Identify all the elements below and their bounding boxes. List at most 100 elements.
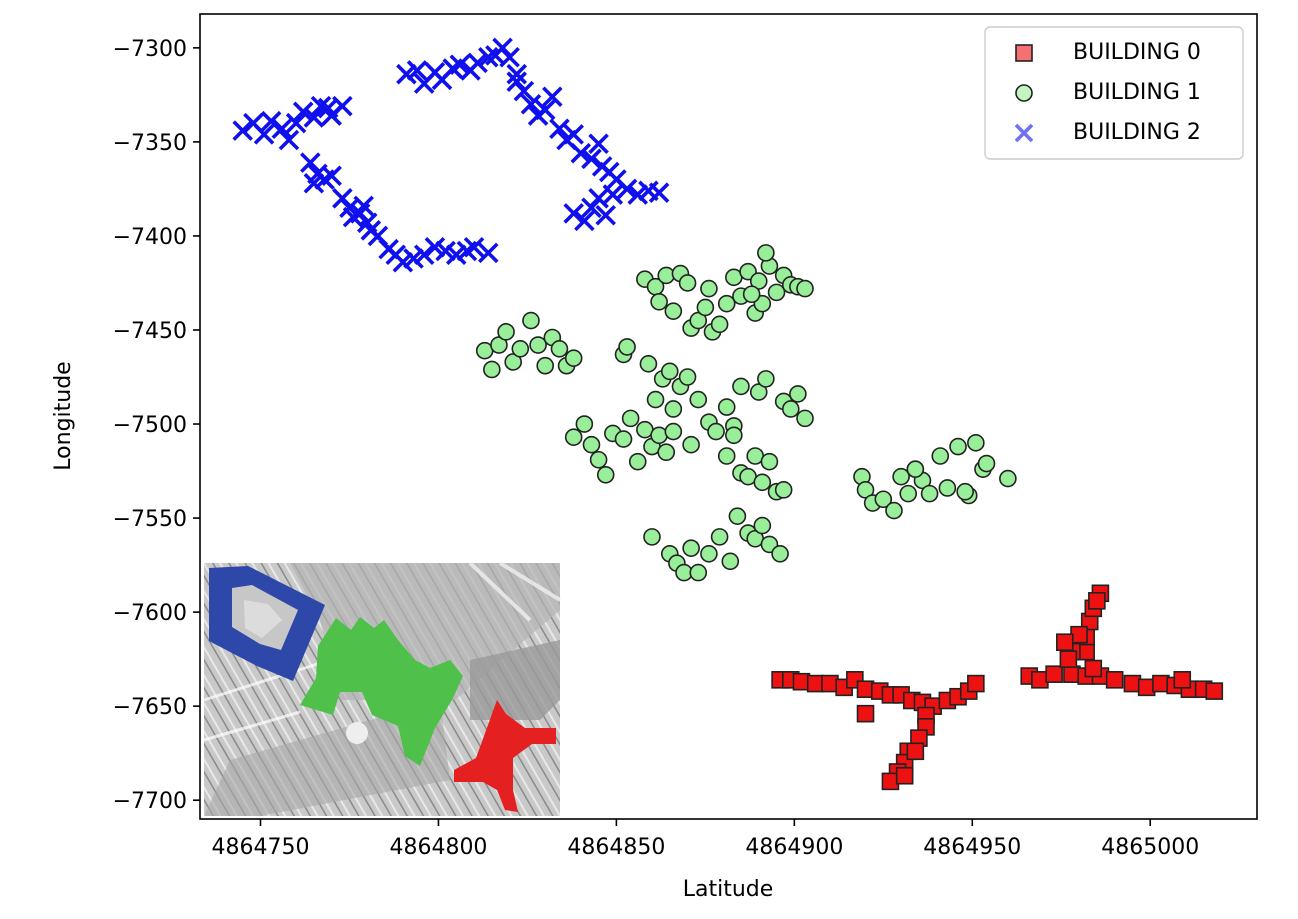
data-point — [717, 294, 736, 313]
legend-marker — [1015, 44, 1033, 62]
data-point — [689, 390, 708, 409]
data-point — [664, 302, 683, 320]
y-tick-label: −7450 — [113, 319, 187, 344]
data-point — [232, 120, 253, 141]
legend-label: BUILDING 0 — [1073, 40, 1201, 65]
data-point — [949, 437, 967, 456]
data-point — [278, 129, 300, 151]
data-point — [717, 398, 736, 416]
data-point — [721, 552, 740, 571]
data-point — [1056, 633, 1074, 652]
x-tick-label: 4864800 — [389, 835, 487, 860]
x-tick-label: 4865000 — [1101, 835, 1199, 860]
data-point — [648, 182, 670, 203]
y-tick-label: −7600 — [113, 601, 187, 626]
data-point — [1173, 671, 1192, 689]
data-point — [506, 63, 528, 85]
markers-layer — [232, 37, 1224, 791]
data-point — [614, 430, 633, 448]
x-tick-label: 4864850 — [567, 835, 665, 860]
data-point — [678, 368, 697, 386]
data-point — [728, 507, 747, 525]
legend-item: BUILDING 2 — [1014, 120, 1201, 145]
legend-item: BUILDING 0 — [1015, 40, 1201, 65]
data-point — [757, 244, 775, 262]
data-point — [664, 400, 683, 418]
y-tick-label: −7650 — [113, 695, 187, 720]
data-point — [664, 422, 683, 441]
data-point — [906, 742, 925, 761]
data-point — [689, 563, 708, 582]
data-point — [534, 99, 556, 121]
data-point — [360, 220, 382, 241]
data-point — [563, 203, 584, 224]
data-point — [771, 545, 789, 563]
data-point — [621, 409, 640, 428]
data-point — [581, 148, 602, 170]
legend-marker — [1014, 123, 1034, 143]
data-point — [753, 473, 772, 492]
data-point — [710, 315, 729, 334]
data-point — [660, 362, 679, 381]
series-building-2 — [232, 37, 670, 273]
data-point — [549, 118, 570, 140]
data-point — [483, 360, 501, 379]
y-tick-label: −7500 — [113, 413, 187, 438]
data-point — [300, 152, 321, 173]
data-point — [596, 466, 615, 484]
data-point — [536, 356, 555, 375]
data-point — [781, 400, 800, 418]
data-point — [564, 428, 583, 446]
data-point — [639, 355, 658, 373]
data-point — [1105, 671, 1124, 689]
data-point — [1205, 682, 1224, 700]
data-point — [353, 195, 374, 217]
green-building-footprint — [300, 617, 463, 766]
data-point — [678, 274, 697, 292]
y-tick-label: −7300 — [113, 37, 187, 62]
building-footprint-map-image — [203, 561, 562, 816]
data-point — [967, 674, 985, 693]
data-point — [956, 482, 974, 501]
data-point — [753, 516, 772, 535]
data-point — [938, 479, 957, 497]
data-point — [513, 80, 535, 102]
data-point — [760, 452, 779, 471]
data-point — [757, 370, 775, 388]
data-point — [885, 501, 903, 520]
data-point — [522, 311, 540, 330]
data-point — [564, 349, 583, 367]
data-point — [575, 415, 594, 433]
data-point — [732, 377, 750, 396]
red-building-footprint — [454, 700, 556, 812]
data-point — [449, 54, 471, 76]
data-point — [563, 124, 584, 145]
data-point — [717, 447, 736, 465]
data-point — [789, 385, 807, 403]
data-point — [589, 450, 608, 469]
data-point — [271, 118, 293, 140]
data-point — [650, 426, 668, 445]
data-point — [529, 336, 547, 354]
data-point — [796, 409, 814, 428]
data-point — [920, 484, 939, 503]
y-tick-label: −7700 — [113, 789, 187, 814]
data-point — [467, 52, 488, 74]
data-point — [497, 323, 515, 341]
data-point — [1088, 592, 1106, 610]
data-point — [260, 110, 282, 132]
y-tick-label: −7550 — [113, 507, 187, 532]
data-point — [874, 490, 893, 509]
data-point — [628, 452, 647, 471]
data-point — [895, 766, 914, 785]
data-point — [742, 285, 761, 304]
data-point — [657, 266, 676, 285]
data-point — [999, 469, 1017, 488]
legend-label: BUILDING 2 — [1073, 120, 1201, 145]
data-point — [595, 204, 616, 226]
data-point — [285, 112, 307, 134]
data-point — [582, 435, 601, 454]
data-point — [332, 95, 353, 117]
